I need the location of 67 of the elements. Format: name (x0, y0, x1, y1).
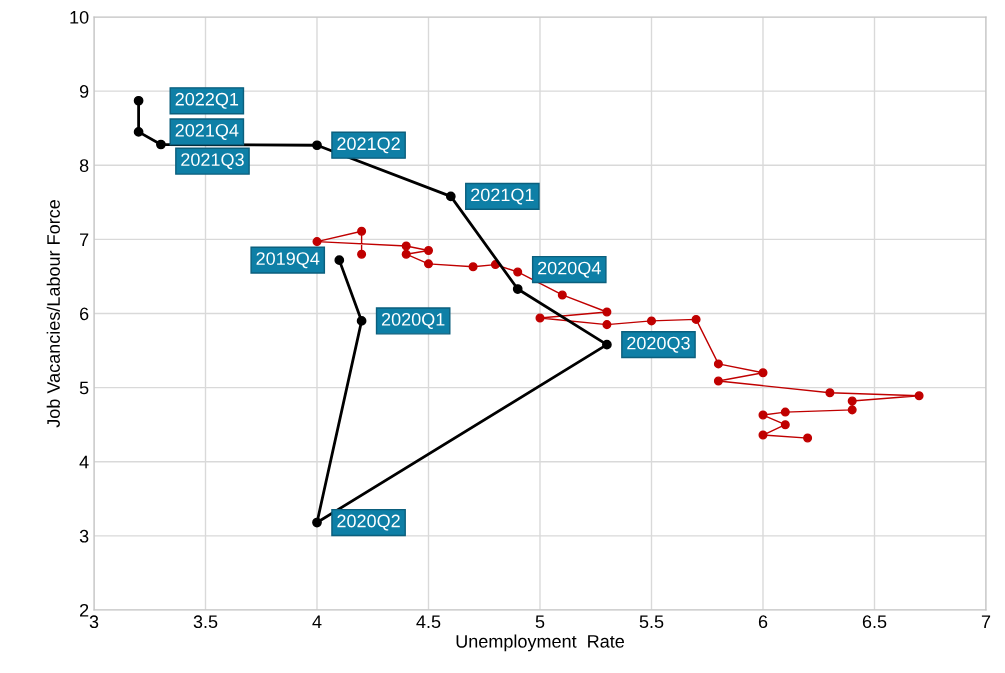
point (758, 430, 768, 440)
x-tick-label: 4 (312, 615, 322, 628)
point (312, 517, 322, 528)
annotation: 2022Q1 (175, 92, 239, 109)
x-tick-label: 5 (535, 615, 545, 629)
x-tick-label: 7 (981, 615, 991, 628)
annotation: 2019Q4 (256, 252, 320, 269)
point (780, 420, 790, 430)
annotation: 2020Q3 (627, 336, 690, 353)
y-tick-label: 10 (70, 10, 89, 24)
y-tick-label: 9 (79, 85, 89, 98)
point (825, 388, 835, 398)
x-tick-label: 3 (89, 615, 99, 629)
annotation: 2020Q4 (538, 261, 601, 278)
point (401, 241, 411, 251)
point (423, 259, 434, 269)
point (646, 316, 657, 326)
x-tick-label: 6.5 (862, 615, 887, 629)
y-axis-title: Job Vacancies/Labour Force (46, 200, 60, 428)
point (133, 127, 144, 137)
y-tick-label: 3 (79, 529, 89, 543)
x-tick-label: 3.5 (193, 615, 218, 629)
point (312, 237, 322, 247)
annotation: 2020Q1 (381, 312, 445, 329)
y-tick-label: 4 (79, 455, 89, 469)
point (602, 307, 612, 317)
y-tick-label: 6 (80, 307, 89, 321)
x-axis-title: Unemployment Rate (456, 634, 624, 652)
point (535, 313, 545, 323)
annotation: 2021Q2 (337, 137, 400, 154)
point (602, 320, 612, 330)
annotation: 2021Q4 (175, 123, 239, 140)
point (445, 191, 456, 202)
x-tick-label: 4.5 (416, 615, 441, 629)
y-tick-label: 2 (80, 603, 89, 617)
x-tick-label: 6 (758, 615, 768, 629)
point (713, 376, 723, 386)
point (357, 249, 367, 259)
point (847, 405, 857, 415)
point (312, 140, 322, 151)
point (512, 284, 523, 294)
point (803, 433, 813, 443)
annotation: 2021Q3 (181, 153, 244, 170)
point (758, 410, 768, 420)
point (557, 290, 567, 300)
point (780, 407, 790, 417)
point (513, 267, 523, 277)
point (691, 314, 701, 324)
annotation: 2021Q1 (471, 188, 534, 205)
y-tick-label: 8 (79, 159, 89, 172)
point (602, 339, 612, 350)
point (847, 396, 857, 406)
point (468, 262, 478, 272)
point (356, 316, 367, 326)
point (713, 359, 723, 369)
point (423, 245, 434, 256)
y-tick-label: 5 (79, 381, 89, 395)
x-tick-label: 5.5 (639, 615, 664, 629)
point (357, 226, 367, 236)
point (401, 249, 411, 259)
point (758, 368, 768, 378)
point (334, 255, 345, 265)
point (914, 391, 924, 401)
annotation: 2020Q2 (337, 514, 400, 531)
point (133, 95, 144, 106)
y-tick-label: 7 (80, 233, 89, 246)
point (156, 139, 166, 150)
